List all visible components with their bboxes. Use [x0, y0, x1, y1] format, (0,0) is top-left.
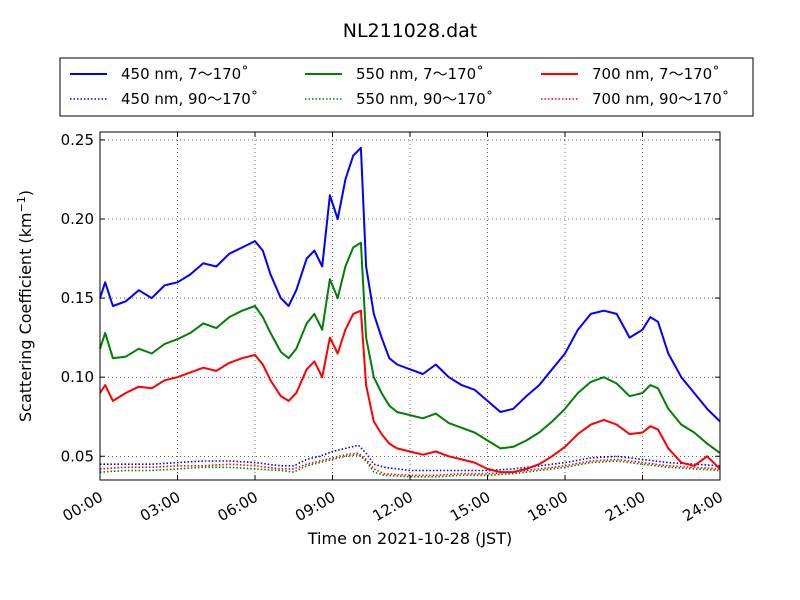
grid [100, 132, 720, 480]
y-axis-label-exponent: −1 [15, 196, 28, 212]
x-axis-label: Time on 2021-10-28 (JST) [307, 529, 512, 548]
legend: 450 nm, 7～170˚ 550 nm, 7～170˚ 700 nm, 7～17… [59, 57, 754, 117]
legend-box [59, 57, 754, 117]
y-axis-label-text: Scattering Coefficient (km [16, 212, 35, 422]
y-tick-label: 0.20 [61, 210, 94, 228]
series-line [99, 453, 721, 478]
y-tick-label: 0.15 [61, 289, 94, 307]
plot-lines [99, 146, 721, 478]
legend-label: 550 nm, 7～170˚ [356, 65, 484, 83]
legend-label: 550 nm, 90～170˚ [356, 90, 493, 108]
series-line [99, 146, 721, 423]
legend-label: 700 nm, 90～170˚ [592, 90, 729, 108]
y-axis-label-suffix: ) [16, 190, 35, 196]
y-axis-label: Scattering Coefficient (km−1) [15, 190, 36, 422]
y-tick-label: 0.25 [61, 131, 94, 149]
y-tick-label: 0.10 [61, 368, 94, 386]
series-line [99, 309, 721, 474]
legend-label: 450 nm, 90～170˚ [121, 90, 258, 108]
chart-title: NL211028.dat [343, 20, 478, 42]
legend-label: 450 nm, 7～170˚ [121, 65, 249, 83]
legend-label: 700 nm, 7～170˚ [592, 65, 720, 83]
series-line [99, 452, 721, 477]
y-tick-label: 0.05 [61, 447, 94, 465]
y-axis: 0.05 0.10 0.15 0.20 0.25 [61, 131, 720, 465]
series-line [99, 241, 721, 454]
